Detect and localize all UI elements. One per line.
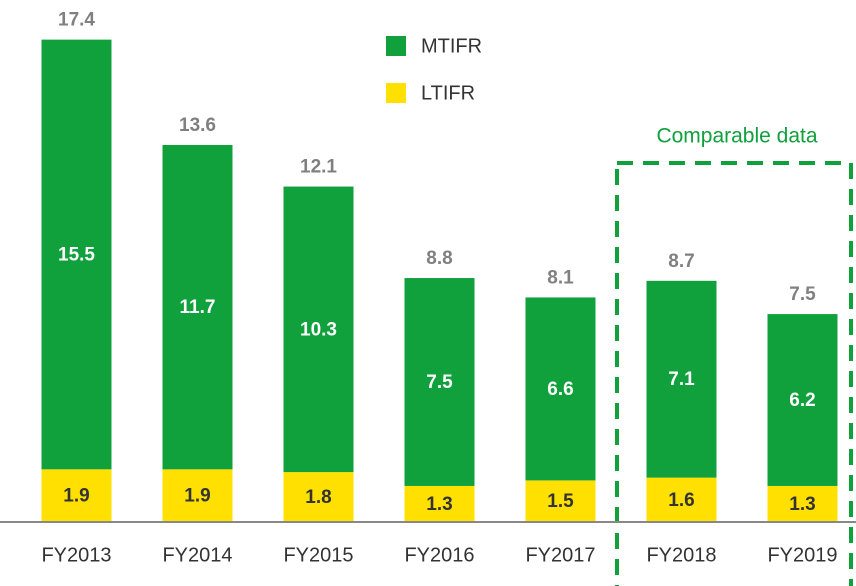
- data-label: 11.7: [180, 297, 216, 318]
- x-tick-label: FY2015: [283, 544, 353, 566]
- bar-segment: [162, 469, 233, 522]
- total-label: 8.8: [426, 248, 452, 269]
- x-tick-label: FY2017: [525, 544, 595, 566]
- bar-segment: [404, 485, 475, 522]
- bar-segment: [767, 485, 838, 522]
- data-label: 7.1: [668, 369, 695, 390]
- bar-segment: [646, 477, 717, 522]
- legend-swatch: [386, 36, 406, 56]
- data-label: 1.6: [668, 490, 694, 511]
- legend-label: MTIFR: [421, 35, 482, 57]
- comparable-box: [615, 161, 853, 586]
- total-label: 8.1: [547, 267, 574, 288]
- x-tick-label: FY2013: [41, 544, 111, 566]
- legend-label: LTIFR: [421, 82, 475, 104]
- data-label: 6.6: [547, 379, 573, 400]
- bar-segment: [283, 472, 354, 522]
- bar-segment: [283, 186, 354, 473]
- data-label: 7.5: [426, 372, 453, 393]
- data-label: 1.5: [547, 491, 574, 512]
- data-label: 15.5: [58, 244, 95, 265]
- x-tick-label: FY2014: [162, 544, 232, 566]
- x-tick-label: FY2019: [767, 544, 837, 566]
- legend-swatch: [386, 83, 406, 103]
- x-tick-label: FY2018: [646, 544, 716, 566]
- total-label: 17.4: [58, 10, 95, 31]
- bar-segment: [162, 144, 233, 470]
- bar-segment: [767, 314, 838, 486]
- bar-segment: [646, 280, 717, 478]
- data-label: 1.3: [789, 494, 815, 515]
- data-label: 1.9: [63, 486, 89, 507]
- total-label: 7.5: [789, 284, 816, 305]
- data-label: 1.3: [426, 494, 452, 515]
- total-label: 8.7: [668, 251, 694, 272]
- x-tick-label: FY2016: [404, 544, 474, 566]
- total-label: 13.6: [179, 115, 216, 136]
- data-label: 10.3: [300, 319, 337, 340]
- bar-segment: [41, 39, 112, 470]
- total-label: 12.1: [300, 157, 337, 178]
- annotation: Comparable data: [656, 125, 817, 148]
- bar-segment: [41, 469, 112, 522]
- bar-segment: [525, 297, 596, 481]
- data-label: 6.2: [789, 390, 815, 411]
- bar-segment: [404, 278, 475, 486]
- bar-segment: [525, 480, 596, 522]
- data-label: 1.8: [305, 487, 331, 508]
- data-label: 1.9: [184, 486, 210, 507]
